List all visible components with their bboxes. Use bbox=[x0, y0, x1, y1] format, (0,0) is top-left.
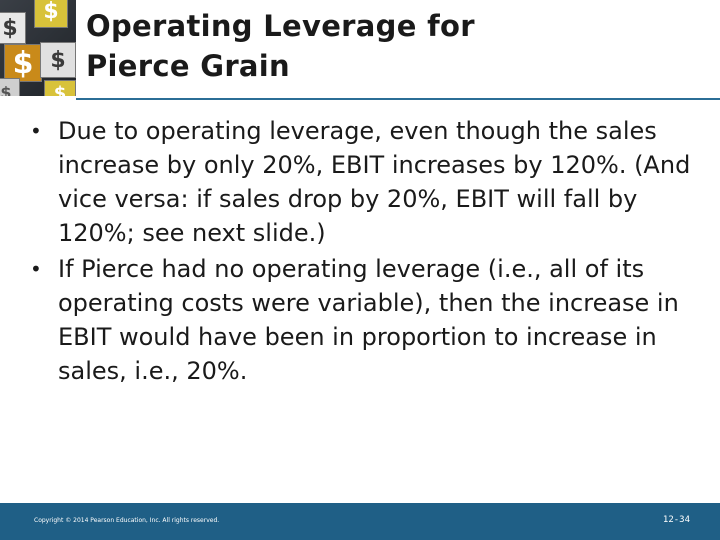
dollar-cube-icon: $ bbox=[4, 44, 42, 82]
bullet-list: • Due to operating leverage, even though… bbox=[28, 114, 696, 390]
dollar-cube-icon: $ bbox=[0, 12, 26, 44]
bullet-text: Due to operating leverage, even though t… bbox=[58, 117, 691, 247]
bullet-icon: • bbox=[30, 119, 42, 143]
dollar-cubes-logo: $ $ $ $ $ $ bbox=[0, 0, 76, 96]
slide-title: Operating Leverage for Pierce Grain bbox=[86, 6, 686, 86]
slide-number: 12-34 bbox=[662, 515, 690, 525]
dollar-cube-icon: $ bbox=[0, 78, 20, 96]
slide-title-line-2: Pierce Grain bbox=[86, 49, 290, 83]
bullet-icon: • bbox=[30, 257, 42, 281]
slide-title-line-1: Operating Leverage for bbox=[86, 9, 475, 43]
bullet-text: If Pierce had no operating leverage (i.e… bbox=[58, 255, 679, 385]
title-divider bbox=[76, 98, 720, 100]
bullet-item: • Due to operating leverage, even though… bbox=[28, 114, 696, 250]
dollar-cube-icon: $ bbox=[44, 80, 76, 96]
footer-bar: Copyright © 2014 Pearson Education, Inc.… bbox=[0, 503, 720, 540]
bullet-item: • If Pierce had no operating leverage (i… bbox=[28, 252, 696, 388]
dollar-cube-icon: $ bbox=[34, 0, 68, 28]
copyright-notice: Copyright © 2014 Pearson Education, Inc.… bbox=[34, 517, 220, 524]
dollar-cube-icon: $ bbox=[40, 42, 76, 78]
